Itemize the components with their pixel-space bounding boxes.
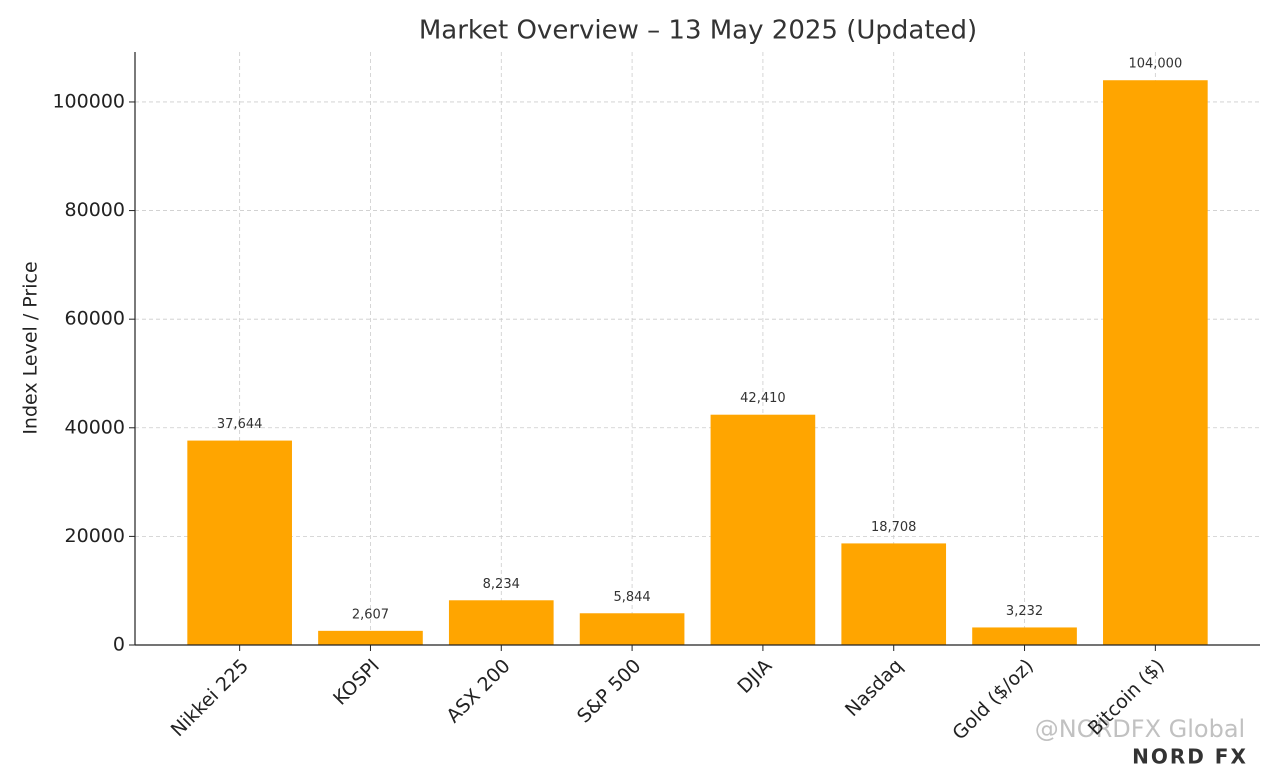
bar <box>972 627 1077 645</box>
bar <box>1103 80 1208 645</box>
y-tick-label: 20000 <box>65 525 125 547</box>
y-tick-label: 0 <box>113 634 125 656</box>
value-label: 42,410 <box>740 391 786 406</box>
value-label: 37,644 <box>217 417 263 432</box>
bar <box>448 600 554 645</box>
watermark-handle: @NORDFX Global <box>1035 715 1245 743</box>
value-label: 3,232 <box>1006 604 1043 619</box>
x-tick-label: Nasdaq <box>841 655 907 721</box>
bar <box>318 630 423 645</box>
x-tick-label: Gold ($/oz) <box>948 655 1038 745</box>
value-label: 8,234 <box>483 577 520 592</box>
x-tick-label: ASX 200 <box>442 655 514 727</box>
bar <box>841 543 947 645</box>
value-label: 104,000 <box>1128 57 1182 72</box>
bar <box>187 440 292 645</box>
value-label: 2,607 <box>352 607 389 622</box>
x-tick-label: KOSPI <box>329 655 384 710</box>
y-tick-label: 40000 <box>65 416 125 438</box>
x-tick-label: DJIA <box>733 655 776 698</box>
x-tick-label: S&P 500 <box>573 655 646 728</box>
y-tick-label: 60000 <box>65 308 125 330</box>
bar <box>710 414 816 645</box>
y-axis-label: Index Level / Price <box>20 261 42 434</box>
watermark-logo: NORD FX <box>1132 745 1248 768</box>
y-tick-label: 80000 <box>65 199 125 221</box>
y-tick-label: 100000 <box>52 90 125 112</box>
chart-title: Market Overview – 13 May 2025 (Updated) <box>419 16 977 46</box>
value-label: 5,844 <box>613 590 650 605</box>
x-tick-label: Nikkei 225 <box>167 655 253 741</box>
bar <box>579 613 685 645</box>
value-label: 18,708 <box>871 520 917 535</box>
